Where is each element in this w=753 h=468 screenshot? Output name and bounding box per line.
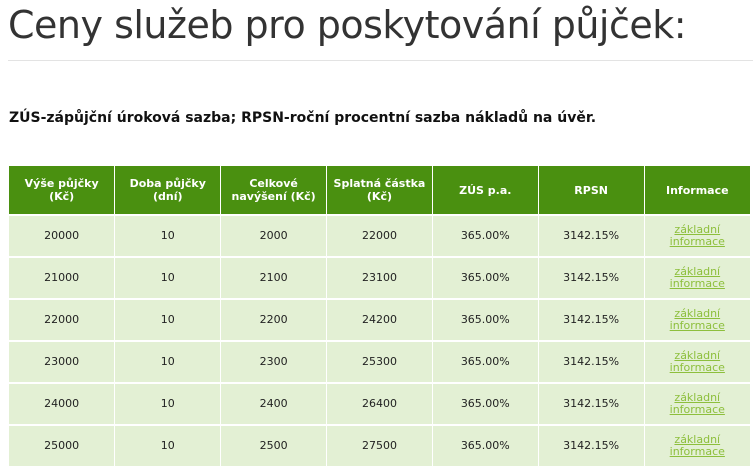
table-body: 20000 10 2000 22000 365.00% 3142.15% zák… xyxy=(9,214,750,466)
cell-zus: 365.00% xyxy=(432,340,539,383)
cell-days: 10 xyxy=(114,340,222,383)
cell-total: 26400 xyxy=(326,382,433,425)
cell-rpsn: 3142.15% xyxy=(538,382,645,425)
cell-rpsn: 3142.15% xyxy=(538,256,645,299)
cell-rpsn: 3142.15% xyxy=(538,298,645,341)
cell-zus: 365.00% xyxy=(432,298,539,341)
column-header-total: Splatná částka (Kč) xyxy=(326,166,433,215)
cell-amount: 22000 xyxy=(9,298,116,341)
table-row: 23000 10 2300 25300 365.00% 3142.15% zák… xyxy=(9,340,750,383)
cell-amount: 24000 xyxy=(9,382,116,425)
cell-total: 27500 xyxy=(326,424,433,466)
cell-info: základní informace xyxy=(644,340,750,383)
table-header-row: Výše půjčky (Kč) Doba půjčky (dní) Celko… xyxy=(9,166,750,215)
cell-info: základní informace xyxy=(644,298,750,341)
cell-amount: 21000 xyxy=(9,256,116,299)
cell-amount: 20000 xyxy=(9,214,116,257)
title-divider xyxy=(8,60,753,61)
column-header-rpsn: RPSN xyxy=(538,166,645,215)
cell-increase: 2200 xyxy=(220,298,328,341)
column-header-days: Doba půjčky (dní) xyxy=(114,166,222,215)
cell-increase: 2300 xyxy=(220,340,328,383)
cell-days: 10 xyxy=(114,298,222,341)
loan-price-table: Výše půjčky (Kč) Doba půjčky (dní) Celko… xyxy=(9,166,750,466)
cell-amount: 23000 xyxy=(9,340,116,383)
cell-info: základní informace xyxy=(644,382,750,425)
cell-rpsn: 3142.15% xyxy=(538,340,645,383)
cell-increase: 2400 xyxy=(220,382,328,425)
cell-info: základní informace xyxy=(644,256,750,299)
cell-increase: 2000 xyxy=(220,214,328,257)
table-row: 25000 10 2500 27500 365.00% 3142.15% zák… xyxy=(9,424,750,466)
basic-info-link[interactable]: základní informace xyxy=(669,307,725,332)
basic-info-link[interactable]: základní informace xyxy=(669,391,725,416)
cell-increase: 2100 xyxy=(220,256,328,299)
cell-zus: 365.00% xyxy=(432,214,539,257)
column-header-zus: ZÚS p.a. xyxy=(432,166,539,215)
basic-info-link[interactable]: základní informace xyxy=(669,223,725,248)
cell-total: 24200 xyxy=(326,298,433,341)
cell-days: 10 xyxy=(114,214,222,257)
cell-increase: 2500 xyxy=(220,424,328,466)
table-row: 22000 10 2200 24200 365.00% 3142.15% zák… xyxy=(9,298,750,341)
table-row: 24000 10 2400 26400 365.00% 3142.15% zák… xyxy=(9,382,750,425)
abbreviation-legend: ZÚS-zápůjční úroková sazba; RPSN-roční p… xyxy=(9,110,597,126)
cell-info: základní informace xyxy=(644,424,750,466)
cell-zus: 365.00% xyxy=(432,424,539,466)
page-title: Ceny služeb pro poskytování půjček: xyxy=(8,3,687,47)
cell-days: 10 xyxy=(114,256,222,299)
cell-days: 10 xyxy=(114,424,222,466)
cell-rpsn: 3142.15% xyxy=(538,214,645,257)
basic-info-link[interactable]: základní informace xyxy=(669,433,725,458)
cell-zus: 365.00% xyxy=(432,382,539,425)
cell-info: základní informace xyxy=(644,214,750,257)
cell-amount: 25000 xyxy=(9,424,116,466)
column-header-amount: Výše půjčky (Kč) xyxy=(9,166,116,215)
column-header-info: Informace xyxy=(644,166,750,215)
cell-total: 22000 xyxy=(326,214,433,257)
table-header: Výše půjčky (Kč) Doba půjčky (dní) Celko… xyxy=(9,166,750,215)
cell-days: 10 xyxy=(114,382,222,425)
cell-rpsn: 3142.15% xyxy=(538,424,645,466)
cell-total: 23100 xyxy=(326,256,433,299)
cell-zus: 365.00% xyxy=(432,256,539,299)
table-row: 21000 10 2100 23100 365.00% 3142.15% zák… xyxy=(9,256,750,299)
column-header-increase: Celkové navýšení (Kč) xyxy=(220,166,328,215)
table-row: 20000 10 2000 22000 365.00% 3142.15% zák… xyxy=(9,214,750,257)
basic-info-link[interactable]: základní informace xyxy=(669,265,725,290)
cell-total: 25300 xyxy=(326,340,433,383)
basic-info-link[interactable]: základní informace xyxy=(669,349,725,374)
